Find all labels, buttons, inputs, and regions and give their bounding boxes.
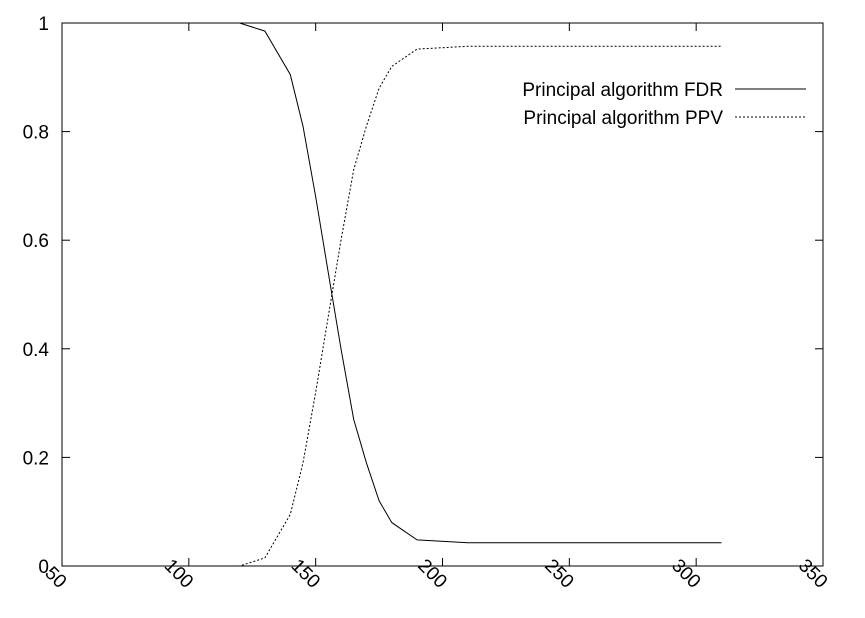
- y-tick-label: 0.8: [23, 123, 49, 144]
- plot-frame: [61, 22, 824, 567]
- y-tick-label: 1: [38, 14, 49, 35]
- x-tick-label: 250: [540, 555, 577, 592]
- y-tick-label: 0.6: [23, 231, 49, 252]
- x-tick-label: 150: [287, 555, 324, 592]
- x-tick-label: 100: [160, 555, 197, 592]
- y-tick-label: 0.2: [23, 448, 49, 469]
- x-tick-label: 300: [667, 555, 704, 592]
- y-tick-label: 0: [38, 557, 49, 578]
- legend-label-ppv: Principal algorithm PPV: [523, 108, 723, 129]
- x-tick-label: 200: [413, 555, 450, 592]
- x-tick-label: 350: [794, 555, 831, 592]
- y-tick-labels: 0 0.2 0.4 0.6 0.8 1: [23, 14, 50, 578]
- y-tick-label: 0.4: [23, 340, 50, 361]
- x-tick-labels: 50 100 150 200 250 300 350: [40, 555, 831, 592]
- legend: Principal algorithm FDR Principal algori…: [522, 80, 806, 129]
- axis-ticks: [61, 22, 824, 567]
- series-line-ppv: [62, 45, 722, 567]
- series-line-fdr: [62, 22, 722, 544]
- series-lines: [62, 22, 722, 567]
- legend-label-fdr: Principal algorithm FDR: [522, 80, 723, 101]
